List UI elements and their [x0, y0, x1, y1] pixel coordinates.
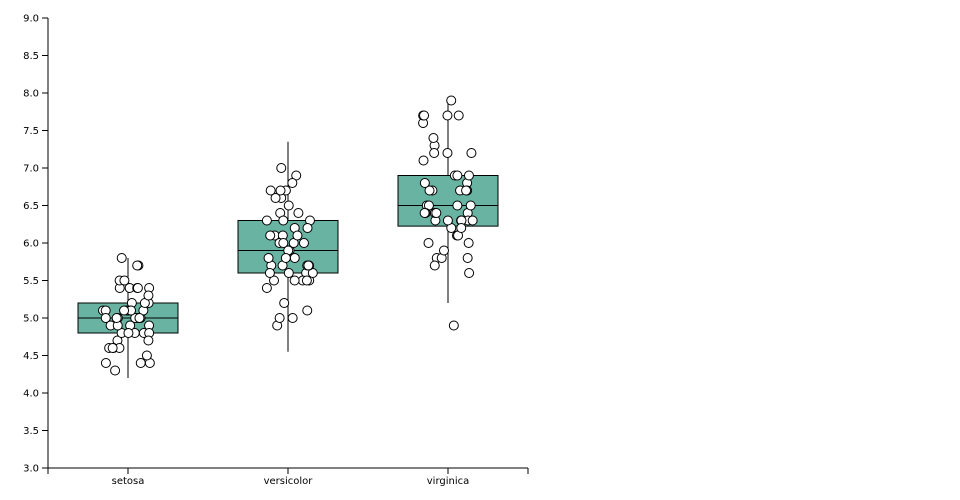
- point: [465, 200, 476, 211]
- point: [100, 313, 111, 323]
- point: [442, 148, 453, 158]
- point: [453, 110, 464, 121]
- point: [429, 148, 440, 158]
- point: [141, 350, 152, 361]
- y-tick-label: 7.0: [23, 164, 39, 175]
- point: [446, 95, 457, 106]
- point: [442, 110, 453, 121]
- y-tick-label: 5.0: [23, 314, 39, 325]
- y-tick-label: 8.0: [23, 89, 39, 100]
- point: [462, 253, 473, 263]
- y-tick-label: 7.5: [23, 126, 39, 137]
- y-tick-label: 4.0: [23, 389, 39, 400]
- point: [418, 155, 429, 166]
- y-tick-label: 8.5: [23, 51, 39, 62]
- point: [123, 328, 134, 338]
- point: [274, 313, 285, 323]
- point: [289, 275, 300, 286]
- y-tick-label: 4.5: [23, 351, 39, 362]
- point: [301, 275, 312, 286]
- point: [463, 238, 474, 248]
- point: [289, 253, 300, 263]
- point: [419, 208, 430, 218]
- point: [100, 358, 111, 368]
- point: [463, 170, 474, 181]
- point: [452, 200, 463, 211]
- point: [466, 148, 477, 158]
- point: [283, 268, 294, 278]
- point: [438, 245, 449, 256]
- point: [461, 185, 472, 196]
- point: [442, 215, 453, 226]
- point: [143, 335, 154, 346]
- point: [278, 238, 289, 248]
- y-tick-label: 6.5: [23, 201, 39, 212]
- point: [423, 238, 434, 248]
- point: [265, 185, 276, 196]
- point: [261, 283, 272, 293]
- point: [303, 260, 314, 271]
- point: [276, 163, 287, 173]
- point: [119, 305, 130, 316]
- point: [283, 200, 294, 211]
- point: [270, 193, 281, 203]
- point: [452, 170, 463, 181]
- point: [302, 305, 313, 316]
- point: [431, 208, 442, 218]
- point: [110, 365, 121, 376]
- point: [263, 253, 274, 263]
- point: [302, 223, 313, 233]
- point: [287, 313, 298, 323]
- y-tick-label: 6.0: [23, 239, 39, 250]
- point: [265, 230, 276, 241]
- point: [280, 253, 291, 263]
- point: [107, 343, 118, 353]
- point: [143, 290, 154, 301]
- y-tick-label: 9.0: [23, 14, 39, 25]
- point: [279, 298, 290, 308]
- point: [419, 110, 430, 121]
- y-tick-label: 5.5: [23, 276, 39, 287]
- point: [275, 185, 286, 196]
- x-tick-label: versicolor: [264, 476, 314, 487]
- point: [292, 230, 303, 241]
- point: [424, 185, 435, 196]
- y-tick-label: 3.5: [23, 426, 39, 437]
- point: [134, 313, 145, 323]
- point: [293, 208, 304, 218]
- point: [119, 275, 130, 286]
- point: [298, 238, 309, 248]
- x-tick-label: setosa: [112, 476, 145, 487]
- point: [464, 268, 475, 278]
- y-tick-label: 3.0: [23, 464, 39, 475]
- point: [467, 215, 478, 226]
- point: [428, 133, 439, 143]
- point: [135, 358, 146, 368]
- point: [429, 260, 440, 271]
- point: [264, 268, 275, 278]
- point: [419, 178, 430, 188]
- point: [269, 275, 280, 286]
- point: [132, 260, 143, 271]
- point: [132, 283, 143, 293]
- x-tick-label: virginica: [427, 476, 470, 487]
- point: [456, 223, 467, 233]
- point: [448, 320, 459, 331]
- point: [278, 215, 289, 226]
- point: [116, 253, 127, 263]
- point: [111, 313, 122, 323]
- point: [261, 215, 272, 226]
- point: [287, 178, 298, 188]
